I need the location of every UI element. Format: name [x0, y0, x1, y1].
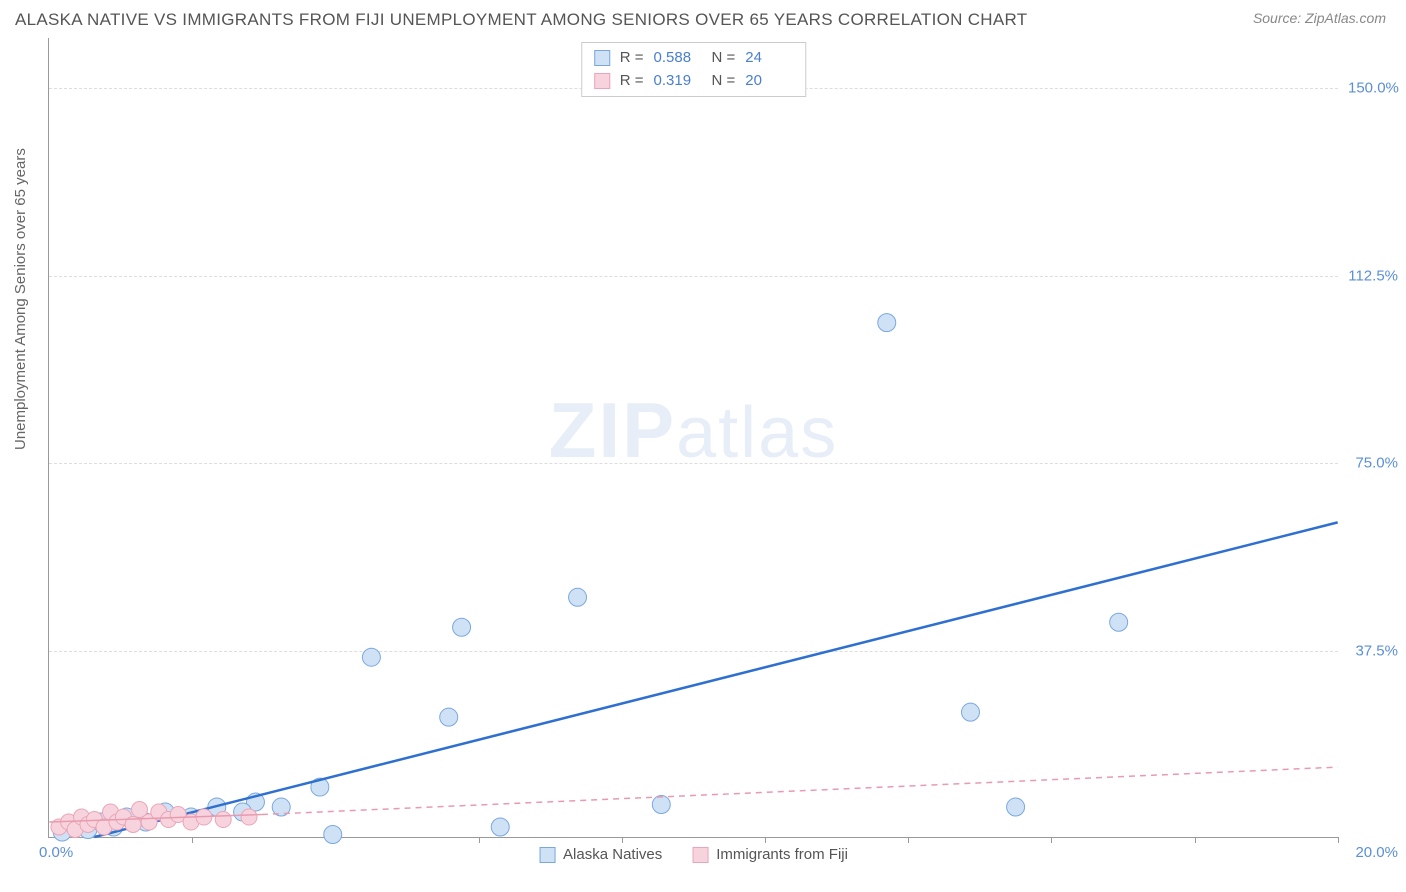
- y-tick-label: 150.0%: [1348, 80, 1398, 97]
- chart-title: ALASKA NATIVE VS IMMIGRANTS FROM FIJI UN…: [15, 10, 1027, 30]
- trend-line: [262, 767, 1338, 814]
- y-tick-label: 75.0%: [1348, 455, 1398, 472]
- x-tickmark: [622, 837, 623, 843]
- x-tickmark: [192, 837, 193, 843]
- stat-r-value-1: 0.588: [654, 47, 702, 70]
- stat-n-value-1: 24: [745, 47, 793, 70]
- x-axis-min-label: 0.0%: [39, 844, 73, 861]
- data-point: [362, 648, 380, 666]
- data-point: [1007, 798, 1025, 816]
- stat-r-label: R =: [620, 70, 644, 93]
- x-tickmark: [908, 837, 909, 843]
- stat-n-label: N =: [712, 47, 736, 70]
- swatch-series-2: [594, 73, 610, 89]
- data-point: [440, 708, 458, 726]
- stat-n-label: N =: [712, 70, 736, 93]
- trend-line: [94, 522, 1337, 837]
- y-tick-label: 112.5%: [1348, 267, 1398, 284]
- source-credit: Source: ZipAtlas.com: [1253, 10, 1386, 26]
- legend-item-2: Immigrants from Fiji: [692, 846, 848, 863]
- legend-item-1: Alaska Natives: [539, 846, 662, 863]
- x-tickmark: [1338, 837, 1339, 843]
- scatter-plot-svg: [49, 38, 1338, 837]
- data-point: [491, 818, 509, 836]
- data-point: [962, 703, 980, 721]
- data-point: [453, 618, 471, 636]
- x-tickmark: [765, 837, 766, 843]
- stats-row-series-2: R = 0.319 N = 20: [594, 70, 794, 93]
- x-tickmark: [479, 837, 480, 843]
- swatch-series-1: [594, 50, 610, 66]
- stat-r-value-2: 0.319: [654, 70, 702, 93]
- legend-swatch-2: [692, 847, 708, 863]
- plot-area: ZIPatlas 37.5%75.0%112.5%150.0% R = 0.58…: [48, 38, 1338, 838]
- x-tickmark: [1051, 837, 1052, 843]
- y-tick-label: 37.5%: [1348, 642, 1398, 659]
- x-tickmark: [1195, 837, 1196, 843]
- legend-swatch-1: [539, 847, 555, 863]
- x-axis-max-label: 20.0%: [1348, 844, 1398, 861]
- legend-label-2: Immigrants from Fiji: [716, 846, 848, 863]
- legend: Alaska Natives Immigrants from Fiji: [539, 846, 848, 863]
- y-axis-label: Unemployment Among Seniors over 65 years: [12, 148, 29, 450]
- stats-box: R = 0.588 N = 24 R = 0.319 N = 20: [581, 42, 807, 97]
- data-point: [652, 796, 670, 814]
- data-point: [241, 809, 257, 825]
- legend-label-1: Alaska Natives: [563, 846, 662, 863]
- stats-row-series-1: R = 0.588 N = 24: [594, 47, 794, 70]
- data-point: [569, 588, 587, 606]
- stat-n-value-2: 20: [745, 70, 793, 93]
- data-point: [1110, 613, 1128, 631]
- data-point: [324, 826, 342, 844]
- data-point: [215, 812, 231, 828]
- stat-r-label: R =: [620, 47, 644, 70]
- data-point: [878, 314, 896, 332]
